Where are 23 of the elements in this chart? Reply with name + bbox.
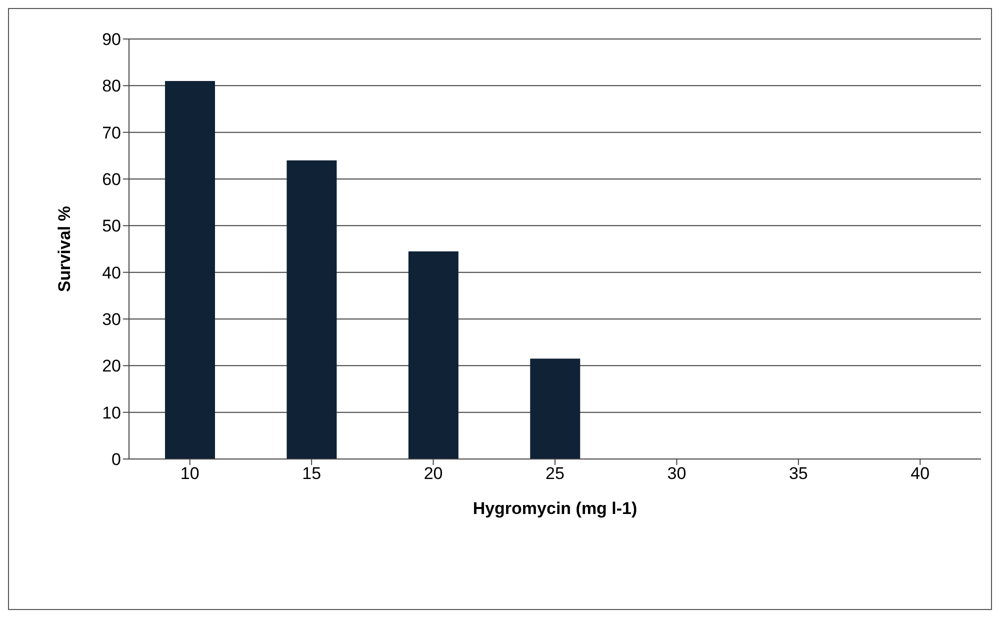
x-tick-label: 30 [667,464,686,484]
y-axis-title: Survival % [55,206,74,292]
y-tick-label: 40 [102,263,121,282]
x-tick-label: 40 [910,464,930,484]
y-tick-label: 0 [112,450,121,470]
bar [165,81,215,459]
x-tick-label: 35 [788,464,808,484]
bar [530,358,580,459]
y-tick-label: 80 [102,76,121,96]
y-tick-label: 60 [102,170,121,190]
y-tick-label: 20 [102,356,121,376]
x-tick-label: 20 [424,464,443,484]
bar [408,251,458,459]
x-axis-title: Hygromycin (mg l-1) [472,499,638,518]
y-tick-label: 30 [102,310,121,330]
x-tick-label: 25 [546,464,564,484]
y-tick-label: 10 [102,403,121,422]
y-tick-label: 50 [102,216,121,236]
x-tick-label: 15 [302,464,322,484]
y-tick-label: 90 [102,30,121,50]
x-tick-label: 10 [180,464,200,484]
y-tick-label: 70 [102,123,121,142]
bar [286,160,337,459]
